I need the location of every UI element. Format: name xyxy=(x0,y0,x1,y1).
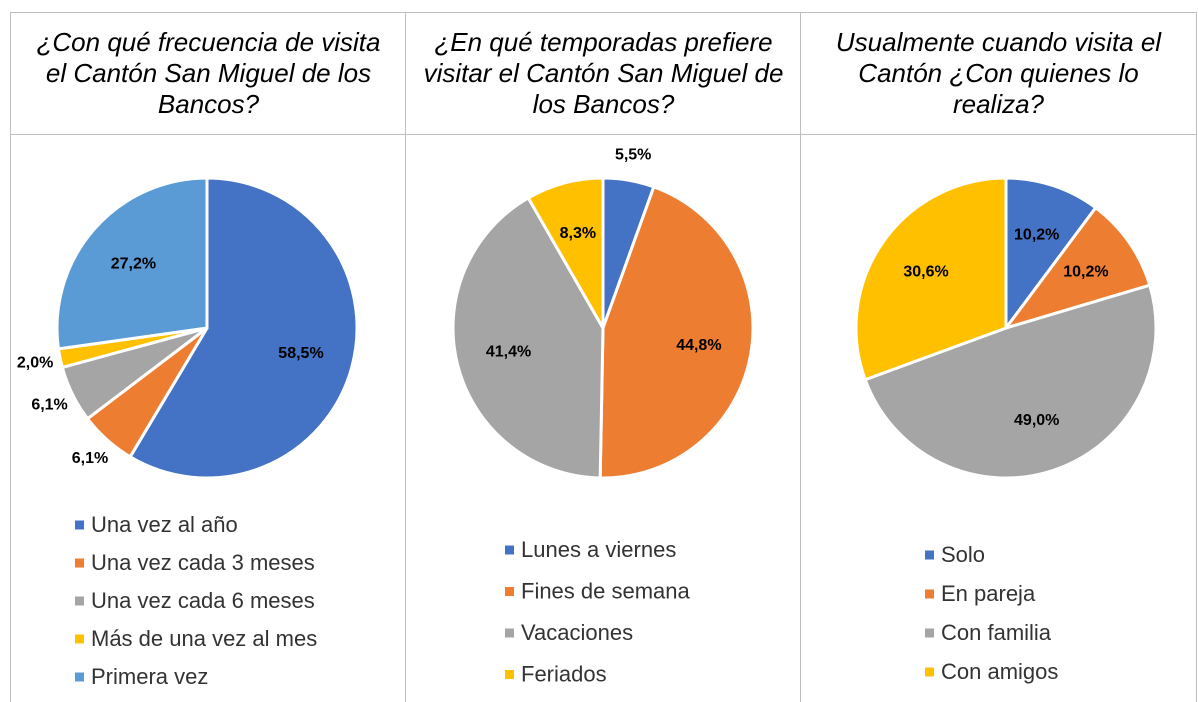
data-label: 58,5% xyxy=(278,345,323,362)
pie-slice xyxy=(1002,205,1152,331)
column: ¿Con qué frecuencia de visita el Cantón … xyxy=(10,12,406,702)
pie-slice xyxy=(451,195,605,480)
legend-swatch xyxy=(505,587,514,596)
legend-swatch xyxy=(925,589,934,599)
pie-slice xyxy=(128,176,359,480)
legend-label: Lunes a viernes xyxy=(521,537,676,562)
legend-swatch xyxy=(505,545,514,555)
legend-label: Más de una vez al mes xyxy=(91,626,317,651)
pie-slice xyxy=(526,176,605,334)
column: Usualmente cuando visita el Cantón ¿Con … xyxy=(800,12,1197,702)
data-label: 44,8% xyxy=(676,337,721,354)
chart-title: ¿Con qué frecuencia de visita el Cantón … xyxy=(36,27,381,119)
column: ¿En qué temporadas prefiere visitar el C… xyxy=(405,12,801,702)
legend-swatch xyxy=(75,672,84,682)
legend-label: Con amigos xyxy=(941,659,1058,684)
legend-label: Primera vez xyxy=(91,664,208,689)
data-label: 30,6% xyxy=(903,263,948,280)
pie-slice xyxy=(55,176,209,351)
pie-slice xyxy=(1004,176,1098,333)
legend-label: Vacaciones xyxy=(521,620,633,645)
data-label: 10,2% xyxy=(1063,263,1108,280)
legend-swatch xyxy=(505,628,514,638)
legend-swatch xyxy=(925,550,934,560)
legend-swatch xyxy=(505,670,514,679)
legend-swatch xyxy=(925,628,934,638)
legend-label: Feriados xyxy=(521,661,607,686)
pie-slice xyxy=(854,176,1008,382)
pie-slice xyxy=(598,184,755,480)
data-label: 5,5% xyxy=(615,146,651,163)
legend-label: Fines de semana xyxy=(521,578,691,603)
data-label: 6,1% xyxy=(72,450,108,467)
legend-label: Una vez cada 6 meses xyxy=(91,588,315,613)
pie-slice xyxy=(863,283,1158,480)
data-label: 10,2% xyxy=(1014,227,1059,244)
legend-swatch xyxy=(75,520,84,530)
legend-swatch xyxy=(925,667,934,677)
data-label: 6,1% xyxy=(31,397,67,414)
legend-label: Una vez al año xyxy=(91,512,238,537)
legend-swatch xyxy=(75,558,84,568)
header: ¿Con qué frecuencia de visita el Cantón … xyxy=(11,12,406,135)
legend-label: En pareja xyxy=(941,581,1036,606)
legend-swatch xyxy=(75,634,84,644)
legend-swatch xyxy=(75,596,84,606)
legend-label: Con familia xyxy=(941,620,1052,645)
header: Usualmente cuando visita el Cantón ¿Con … xyxy=(801,12,1196,135)
header: ¿En qué temporadas prefiere visitar el C… xyxy=(406,12,801,135)
data-label: 2,0% xyxy=(17,355,53,372)
legend-label: Una vez cada 3 meses xyxy=(91,550,315,575)
data-label: 27,2% xyxy=(111,255,156,272)
legend-label: Solo xyxy=(941,542,985,567)
data-label: 49,0% xyxy=(1014,412,1059,429)
data-label: 8,3% xyxy=(560,225,596,242)
chart-title: Usualmente cuando visita el Cantón ¿Con … xyxy=(835,27,1162,119)
chart-title: ¿En qué temporadas prefiere visitar el C… xyxy=(423,27,784,119)
data-label: 41,4% xyxy=(486,343,531,360)
